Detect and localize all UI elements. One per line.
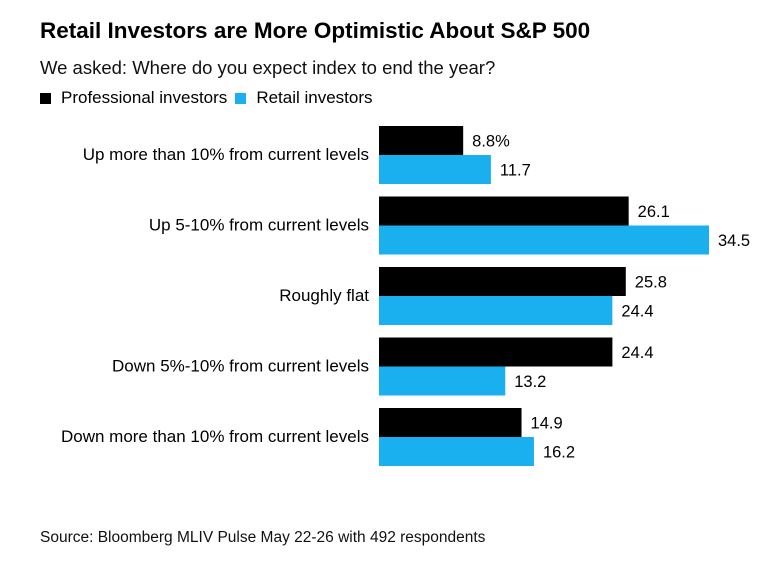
category-label: Up 5-10% from current levels	[149, 216, 369, 235]
data-label: 24.4	[621, 344, 653, 362]
category-label: Down more than 10% from current levels	[61, 427, 369, 446]
bar-retail	[379, 437, 534, 466]
bar-retail	[379, 225, 709, 255]
data-label: 34.5	[718, 232, 750, 250]
bar-chart: Up more than 10% from current levels 8.8%…	[61, 126, 750, 466]
source-note: Source: Bloomberg MLIV Pulse May 22-26 w…	[40, 529, 486, 546]
data-label: 16.2	[543, 444, 575, 462]
bar-professional	[379, 126, 464, 155]
data-label: 13.2	[514, 373, 546, 391]
category-label: Down 5%-10% from current levels	[112, 357, 369, 376]
legend-label-retail: Retail investors	[256, 88, 373, 107]
chart-title: Retail Investors are More Optimistic Abo…	[40, 18, 591, 43]
category-label: Up more than 10% from current levels	[83, 145, 369, 164]
data-label: 14.9	[531, 415, 563, 433]
bar-professional	[379, 267, 626, 296]
data-label: 8.8%	[472, 133, 510, 151]
bar-retail	[379, 296, 613, 325]
data-label: 24.4	[621, 303, 653, 321]
data-label: 26.1	[638, 203, 670, 221]
bar-professional	[379, 337, 613, 367]
legend-item-retail: Retail investors	[235, 88, 373, 108]
data-label: 25.8	[635, 274, 667, 292]
legend-swatch-professional	[40, 92, 51, 104]
chart-subtitle: We asked: Where do you expect index to e…	[40, 57, 496, 78]
category-label: Roughly flat	[279, 286, 369, 305]
legend-item-professional: Professional investors	[40, 88, 227, 108]
bar-professional	[379, 408, 522, 437]
bar-retail	[379, 155, 491, 184]
bar-professional	[379, 196, 629, 226]
legend: Professional investors Retail investors	[40, 88, 381, 108]
legend-swatch-retail	[235, 92, 247, 104]
legend-label-professional: Professional investors	[61, 88, 228, 107]
bar-retail	[379, 366, 506, 396]
data-label: 11.7	[500, 162, 531, 180]
